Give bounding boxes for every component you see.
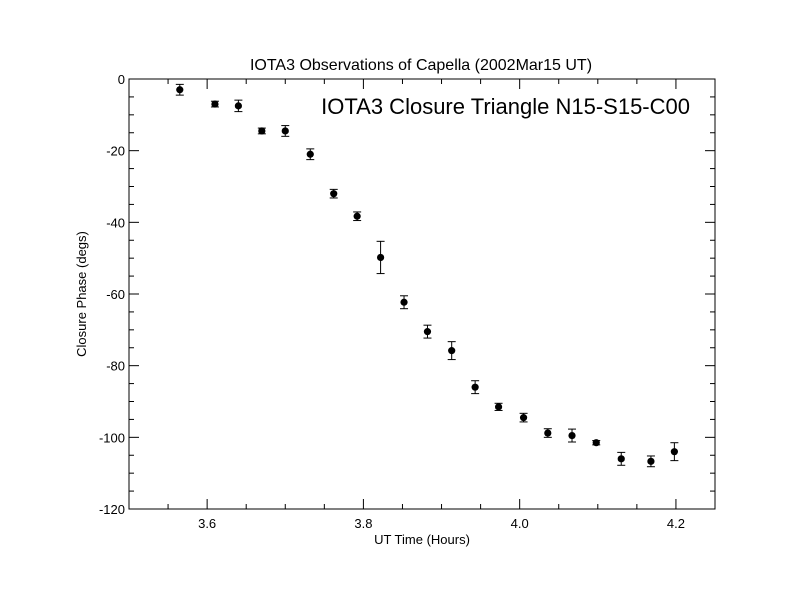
- data-point: [592, 439, 600, 447]
- data-point: [330, 190, 338, 198]
- data-point: [176, 86, 184, 94]
- x-tick-label: 3.8: [354, 516, 372, 531]
- data-point: [258, 127, 266, 135]
- data-point: [471, 383, 479, 391]
- data-point: [306, 150, 314, 158]
- plot-frame: [128, 78, 716, 510]
- data-point: [568, 431, 576, 440]
- data-point: [519, 414, 528, 422]
- y-tick-label: -20: [106, 144, 125, 159]
- data-point: [281, 127, 289, 135]
- axis-ticks: [128, 78, 716, 510]
- data-point: [234, 102, 242, 110]
- data-point: [617, 455, 625, 463]
- data-point: [494, 403, 503, 411]
- y-tick-label: -60: [106, 287, 125, 302]
- data-point: [544, 429, 552, 437]
- x-axis-label: UT Time (Hours): [374, 532, 470, 547]
- y-axis-label: Closure Phase (degs): [74, 231, 89, 357]
- data-point: [423, 328, 432, 336]
- data-point: [400, 298, 408, 306]
- error-bars: [175, 83, 679, 468]
- data-point: [670, 448, 678, 456]
- axis-tick-labels: 3.6 3.8 4.0 4.2 0 -20 -40 -60 -80 -100 -120: [99, 72, 685, 531]
- y-tick-label: -100: [99, 430, 125, 445]
- y-tick-label: -80: [106, 359, 125, 374]
- x-tick-label: 3.6: [198, 516, 216, 531]
- x-tick-label: 4.0: [511, 516, 529, 531]
- data-point: [211, 100, 219, 108]
- data-points: [176, 86, 678, 465]
- y-tick-label: -120: [99, 502, 125, 517]
- data-point: [376, 253, 385, 262]
- chart-annotation: IOTA3 Closure Triangle N15-S15-C00: [321, 94, 690, 119]
- data-point: [647, 457, 655, 465]
- x-tick-label: 4.2: [667, 516, 685, 531]
- y-tick-label: 0: [118, 72, 125, 87]
- data-point: [353, 212, 361, 220]
- y-tick-label: -40: [106, 215, 125, 230]
- data-point: [448, 347, 456, 355]
- chart-title: IOTA3 Observations of Capella (2002Mar15…: [250, 57, 592, 74]
